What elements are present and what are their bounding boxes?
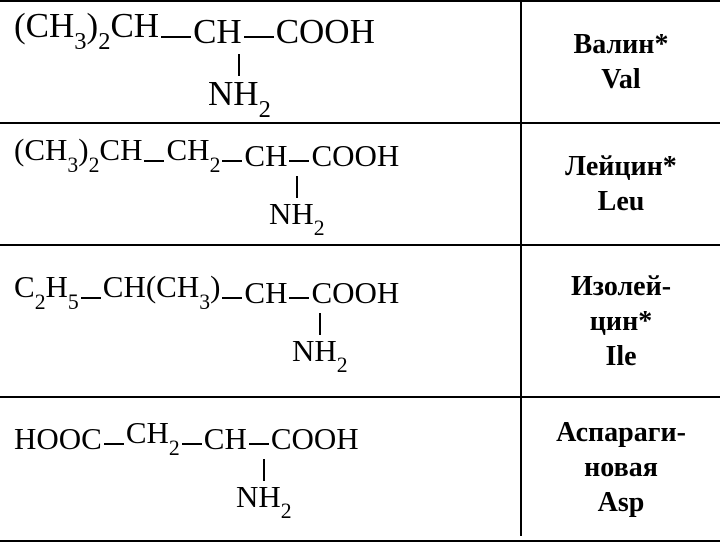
table-row: HOOC CH2 CH COOH NH2 Аспараги-новаяAsp [0, 396, 720, 536]
formula-group: COOH [276, 12, 375, 52]
name-line: Валин* [574, 27, 669, 62]
name-cell: Валин*Val [520, 2, 720, 122]
structural-formula: HOOC CH2 CH COOH NH2 [14, 415, 359, 518]
amino-acid-table: (CH3)2CHCHCOOHNH2Валин*Val(CH3)2CHCH2CHC… [0, 0, 720, 542]
bond-horizontal [104, 443, 124, 445]
name-cell: Изолей-цин*Ile [520, 246, 720, 396]
name-cell: Лейцин*Leu [520, 124, 720, 244]
bond-horizontal [244, 36, 274, 38]
bond-horizontal [249, 443, 269, 445]
nh2-label: NH2 [269, 198, 325, 236]
name-line: Изолей- [571, 269, 671, 304]
formula-group: C2H5 [14, 269, 79, 310]
formula-group: CH [244, 138, 287, 174]
nh2-label: NH2 [236, 481, 292, 519]
formula-group: (CH3)2CH [14, 132, 142, 173]
formula-main: (CH3)2CH CH COOH [14, 6, 375, 52]
bond-vertical [238, 54, 240, 76]
formula-group: CH [204, 421, 247, 457]
table-row: (CH3)2CH CH2 CH COOH NH2 Лейцин*Leu [0, 122, 720, 244]
bond-horizontal [161, 36, 191, 38]
formula-main: (CH3)2CH CH2 CH COOH [14, 132, 399, 173]
nh2-substituent: NH2 [236, 457, 292, 519]
structural-formula: (CH3)2CH CH2 CH COOH NH2 [14, 132, 399, 235]
nh2-substituent: NH2 [208, 52, 271, 119]
name-line: Asp [598, 485, 645, 520]
name-line: новая [584, 450, 658, 485]
name-cell: Аспараги-новаяAsp [520, 398, 720, 536]
nh2-label: NH2 [292, 335, 348, 373]
bond-vertical [296, 176, 298, 198]
formula-group: COOH [311, 275, 399, 311]
formula-cell: (CH3)2CH CH2 CH COOH NH2 [0, 124, 520, 244]
structural-formula: (CH3)2CH CH COOHNH2 [14, 6, 375, 119]
formula-group: (CH3)2CH [14, 6, 159, 52]
formula-cell: (CH3)2CH CH COOHNH2 [0, 2, 520, 122]
name-line: Val [601, 62, 640, 97]
name-line: Лейцин* [565, 149, 677, 184]
bond-horizontal [289, 160, 309, 162]
formula-cell: C2H5 CH(CH3) CH COOH NH2 [0, 246, 520, 396]
table-row: (CH3)2CH CH COOHNH2 Валин*Val [0, 0, 720, 122]
name-line: Leu [598, 184, 645, 219]
formula-group: HOOC [14, 421, 102, 457]
name-line: Аспараги- [556, 415, 686, 450]
formula-main: C2H5 CH(CH3) CH COOH [14, 269, 399, 310]
formula-main: HOOC CH2 CH COOH [14, 415, 359, 456]
bond-horizontal [81, 297, 101, 299]
bond-horizontal [289, 297, 309, 299]
nh2-substituent: NH2 [292, 311, 348, 373]
formula-cell: HOOC CH2 CH COOH NH2 [0, 398, 520, 536]
structural-formula: C2H5 CH(CH3) CH COOH NH2 [14, 269, 399, 372]
formula-group: CH [244, 275, 287, 311]
formula-group: CH2 [126, 415, 180, 456]
name-line: цин* [590, 304, 652, 339]
table-row: C2H5 CH(CH3) CH COOH NH2 Изолей-цин*Ile [0, 244, 720, 396]
formula-group: CH(CH3) [103, 269, 221, 310]
bond-vertical [319, 313, 321, 335]
nh2-label: NH2 [208, 76, 271, 119]
bond-horizontal [222, 297, 242, 299]
bond-horizontal [144, 160, 164, 162]
formula-group: COOH [271, 421, 359, 457]
nh2-substituent: NH2 [269, 174, 325, 236]
bond-horizontal [222, 160, 242, 162]
formula-group: CH [193, 12, 242, 52]
formula-group: COOH [311, 138, 399, 174]
bond-horizontal [182, 443, 202, 445]
formula-group: CH2 [166, 132, 220, 173]
bond-vertical [263, 459, 265, 481]
name-line: Ile [605, 339, 636, 374]
